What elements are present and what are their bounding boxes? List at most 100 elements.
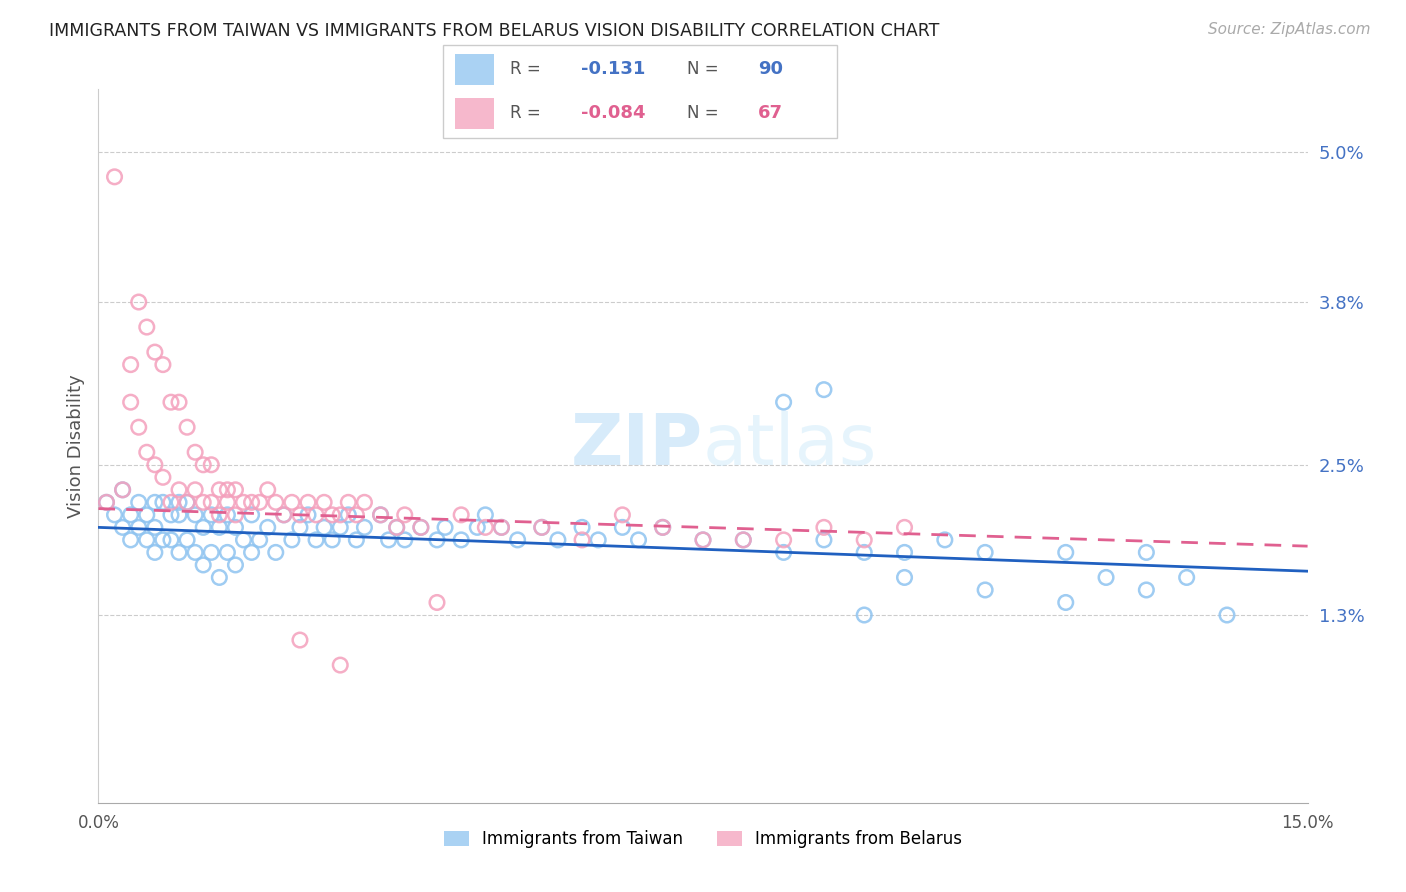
Point [474,508,496,522]
Point [370,508,392,522]
Point [111,483,134,497]
Point [353,520,375,534]
Point [135,320,157,334]
Point [120,508,142,522]
Point [167,483,190,497]
Point [288,508,311,522]
Point [176,533,198,547]
Point [256,520,278,534]
Point [692,533,714,547]
Point [772,533,794,547]
Point [353,495,375,509]
Point [813,533,835,547]
Point [813,520,835,534]
Point [344,508,367,522]
Point [281,495,304,509]
Point [651,520,673,534]
Point [893,570,915,584]
Point [193,458,215,472]
Text: 90: 90 [758,60,783,78]
Point [273,508,295,522]
Point [772,395,794,409]
Point [409,520,432,534]
Point [128,295,150,310]
Text: N =: N = [688,60,718,78]
Point [152,470,174,484]
Point [167,495,190,509]
Point [1175,570,1198,584]
Point [305,508,328,522]
Point [314,520,336,534]
Point [208,508,231,522]
Point [224,520,246,534]
Point [143,345,166,359]
Point [128,520,150,534]
Point [167,545,190,559]
Point [200,508,222,522]
Point [135,508,157,522]
Point [288,520,311,534]
Point [337,495,360,509]
Point [256,483,278,497]
Text: 67: 67 [758,104,783,122]
Point [1095,570,1118,584]
Point [96,495,118,509]
Point [208,483,231,497]
Point [217,508,239,522]
Point [103,169,125,184]
Point [128,495,150,509]
Point [135,445,157,459]
Point [426,595,449,609]
Point [329,508,352,522]
Point [612,508,634,522]
Point [120,395,142,409]
Point [394,508,416,522]
Point [273,508,295,522]
Point [249,533,271,547]
Point [232,495,254,509]
Point [143,458,166,472]
Point [240,508,263,522]
Point [385,520,408,534]
Point [135,533,157,547]
Point [176,420,198,434]
Point [167,395,190,409]
Point [143,520,166,534]
Point [152,533,174,547]
Point [184,445,207,459]
Point [184,483,207,497]
Point [1216,607,1239,622]
Y-axis label: Vision Disability: Vision Disability [66,374,84,518]
Point [321,533,343,547]
Point [344,533,367,547]
Point [530,520,553,534]
Point [217,545,239,559]
Point [1054,545,1077,559]
Point [232,533,254,547]
Point [111,520,134,534]
Point [1054,595,1077,609]
Point [193,520,215,534]
Point [813,383,835,397]
Point [240,545,263,559]
Point [96,495,118,509]
Point [314,495,336,509]
Point [208,520,231,534]
Point [434,520,457,534]
Point [651,520,673,534]
Point [853,545,876,559]
Text: IMMIGRANTS FROM TAIWAN VS IMMIGRANTS FROM BELARUS VISION DISABILITY CORRELATION : IMMIGRANTS FROM TAIWAN VS IMMIGRANTS FRO… [49,22,939,40]
Point [143,545,166,559]
Point [893,545,915,559]
Point [692,533,714,547]
Point [264,545,287,559]
Point [934,533,956,547]
Point [450,508,472,522]
Point [152,358,174,372]
Point [224,483,246,497]
Point [200,545,222,559]
Point [627,533,650,547]
Point [240,495,263,509]
Point [530,520,553,534]
Point [160,395,183,409]
